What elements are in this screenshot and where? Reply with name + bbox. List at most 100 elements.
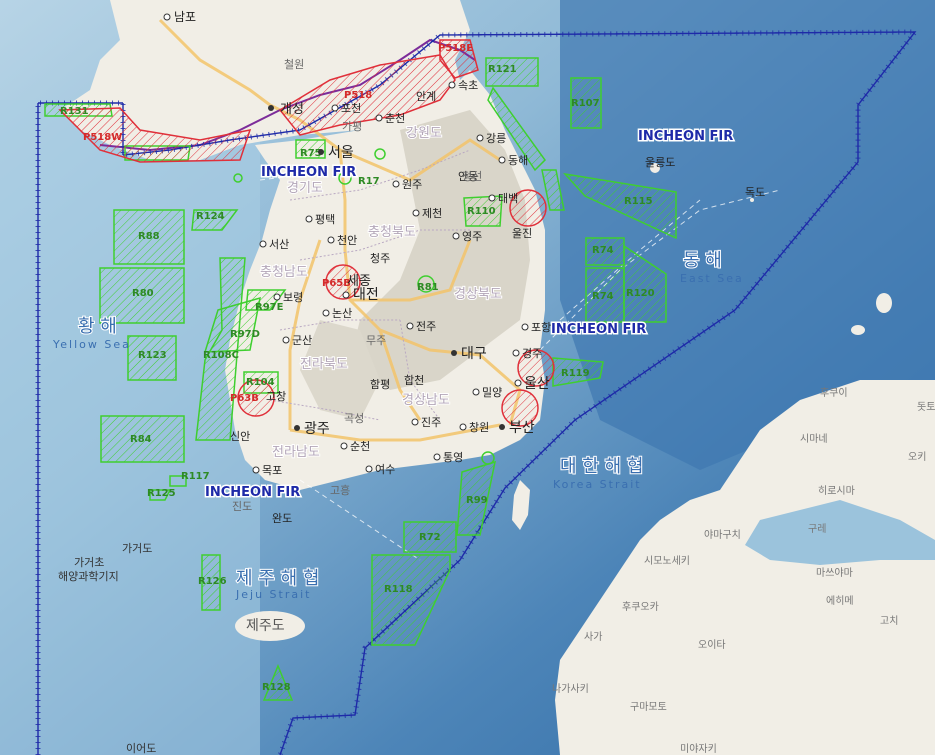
city-pocheon[interactable]: 포천	[331, 101, 361, 115]
city-suncheon[interactable]: 순천	[340, 439, 370, 453]
restricted-area-r120[interactable]	[623, 244, 667, 323]
city-uljin[interactable]: 울진	[512, 227, 532, 240]
restricted-area-east-strip[interactable]	[487, 86, 546, 172]
restricted-label: R110	[467, 206, 496, 217]
restricted-area-r108c[interactable]	[195, 257, 246, 441]
restricted-area-r75[interactable]	[295, 139, 326, 159]
restricted-label: R99	[466, 495, 488, 506]
prohibited-label: P65B	[322, 278, 351, 289]
svg-text:강릉: 강릉	[486, 132, 506, 145]
restricted-area-r17[interactable]	[338, 171, 352, 185]
city-jinju[interactable]: 진주	[411, 416, 441, 429]
city-seoul[interactable]: 서울	[318, 145, 354, 161]
restricted-area-r124[interactable]	[191, 209, 239, 231]
restricted-area-r84[interactable]	[100, 415, 185, 463]
city-wando[interactable]: 완도	[272, 512, 292, 525]
city-ulleungdo[interactable]: 울릉도	[645, 156, 675, 169]
restricted-area-small-circle[interactable]	[481, 451, 495, 465]
city-daejeon[interactable]: 대전	[342, 287, 379, 303]
restricted-area-r81[interactable]	[417, 275, 435, 293]
svg-text:동해: 동해	[508, 153, 528, 167]
restricted-area-small-circle[interactable]	[233, 173, 243, 183]
restricted-area-r123[interactable]	[127, 335, 177, 381]
restricted-area-r125[interactable]	[149, 489, 172, 501]
city-gochang[interactable]: 고창	[266, 390, 286, 403]
city-donghae[interactable]: 동해	[498, 153, 528, 167]
sea-label-jeju-en: Jeju Strait	[235, 588, 311, 601]
city-kaesong[interactable]: 개성	[268, 102, 304, 117]
city-andong[interactable]: 안동	[458, 170, 478, 183]
prohibited-area-p65b[interactable]	[325, 264, 361, 300]
city-sinan[interactable]: 신안	[230, 430, 250, 443]
city-pyeongtaek[interactable]: 평택	[305, 213, 335, 226]
city-nampo[interactable]: 남포	[163, 10, 196, 24]
city-ulsan[interactable]: 울산	[514, 376, 550, 392]
city-seosan[interactable]: 서산	[259, 238, 289, 251]
city-chuncheon[interactable]: 춘천	[375, 111, 405, 125]
city-gangneung[interactable]: 강릉	[476, 132, 506, 145]
restricted-area-r126[interactable]	[201, 554, 221, 611]
restricted-area-r118[interactable]	[371, 554, 451, 646]
restricted-area-r107[interactable]	[570, 77, 602, 129]
restricted-label: R120	[626, 288, 655, 299]
restricted-area-r80[interactable]	[99, 267, 185, 324]
restricted-area-r88[interactable]	[113, 209, 185, 265]
restricted-area-r119[interactable]	[552, 357, 604, 387]
city-hapcheon[interactable]: 합천	[404, 373, 424, 387]
mountain-shading-2	[300, 320, 380, 420]
restricted-area-r115[interactable]	[563, 172, 677, 240]
city-daegu[interactable]: 대구	[451, 346, 487, 362]
city-jecheon[interactable]: 제천	[412, 206, 442, 220]
city-cheongju[interactable]: 청주	[370, 252, 390, 265]
place-label: 진도	[232, 500, 252, 513]
city-jeonju[interactable]: 전주	[406, 320, 436, 333]
city-yeongju[interactable]: 영주	[452, 230, 482, 243]
city-gunsan[interactable]: 군산	[282, 334, 312, 347]
svg-text:천안: 천안	[337, 233, 357, 247]
city-wonju[interactable]: 원주	[392, 178, 422, 191]
city-pohang[interactable]: 포항	[521, 321, 551, 334]
restricted-area-east-small[interactable]	[541, 169, 565, 211]
restricted-label: R97E	[255, 302, 284, 313]
city-nonsan[interactable]: 논산	[322, 307, 352, 320]
city-sejong[interactable]: 세종	[347, 274, 371, 289]
small-island	[876, 293, 892, 313]
japan-land	[555, 380, 935, 755]
city-dokdo[interactable]: 독도	[745, 186, 765, 199]
city-hampyeong[interactable]: 함평	[370, 378, 390, 391]
place-label: 이어도	[126, 742, 156, 755]
svg-text:울릉도: 울릉도	[645, 156, 675, 169]
restricted-area-r128[interactable]	[262, 664, 294, 701]
city-busan[interactable]: 부산	[499, 420, 535, 436]
city-miryang[interactable]: 밀양	[472, 386, 502, 399]
prohibited-area-gyeongju[interactable]	[517, 349, 555, 387]
restricted-area-small-circle[interactable]	[374, 148, 386, 160]
restricted-area-r72[interactable]	[403, 521, 457, 553]
restricted-area-r99[interactable]	[456, 460, 496, 536]
city-cheonan[interactable]: 천안	[327, 233, 357, 247]
restricted-area-r121[interactable]	[485, 57, 539, 87]
restricted-label: R88	[138, 231, 160, 242]
city-tongyeong[interactable]: 통영	[433, 451, 463, 464]
prohibited-area-p518[interactable]	[278, 54, 456, 136]
city-gwangju[interactable]: 광주	[294, 421, 330, 437]
prohibited-area-uljin[interactable]	[509, 189, 547, 227]
sea-label-east-ko: 동 해	[683, 250, 722, 271]
city-mokpo[interactable]: 목포	[252, 464, 282, 477]
city-gyeongju[interactable]: 경주	[512, 347, 542, 360]
prohibited-area-p518w[interactable]	[58, 107, 252, 163]
city-yeosu[interactable]: 여수	[365, 463, 395, 476]
prohibited-area-busan[interactable]	[501, 389, 539, 427]
city-angye[interactable]: 안계	[416, 90, 436, 103]
region-label: 충청남도	[260, 265, 308, 280]
restricted-area-r117[interactable]	[169, 475, 187, 487]
city-changwon[interactable]: 창원	[459, 421, 489, 434]
city-boryeong[interactable]: 보령	[273, 291, 303, 304]
prohibited-label: P63B	[230, 393, 259, 404]
city-sokcho[interactable]: 속초	[448, 79, 478, 92]
sea-label-yellow-en: Yellow Sea	[52, 338, 131, 351]
city-taebaek[interactable]: 태백	[488, 192, 518, 205]
prohibited-area-p63b[interactable]	[237, 379, 275, 417]
svg-text:서산: 서산	[269, 238, 289, 251]
